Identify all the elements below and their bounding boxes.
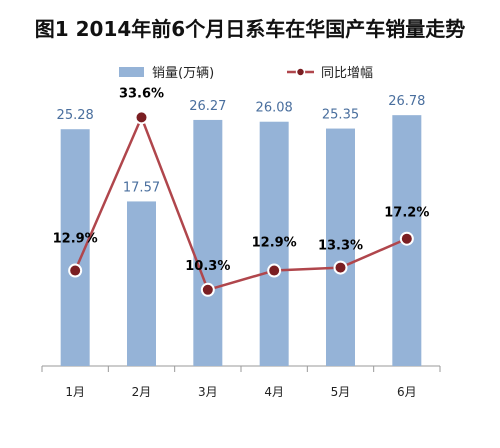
- line-value-label: 13.3%: [318, 239, 363, 254]
- x-tick-label: 5月: [331, 385, 351, 399]
- line-point: [267, 263, 282, 278]
- chart-title: 图1 2014年前6个月日系车在华国产车销量走势: [35, 17, 465, 41]
- line-value-label: 10.3%: [185, 259, 230, 274]
- legend-bar-label: 销量(万辆): [152, 66, 214, 81]
- bar-series: [60, 115, 422, 366]
- bar: [193, 119, 223, 366]
- bar-value-label: 26.27: [189, 99, 226, 114]
- legend-line-marker: [295, 67, 306, 77]
- bar-value-label: 25.28: [57, 108, 94, 123]
- x-tick-label: 1月: [65, 385, 85, 399]
- bar-value-label: 26.78: [388, 94, 425, 109]
- line-point: [68, 263, 83, 278]
- line-point: [200, 282, 215, 297]
- growth-line: [74, 116, 408, 292]
- bar-value-label: 26.08: [256, 101, 293, 116]
- line-point: [134, 110, 149, 125]
- legend-line-label: 同比增幅: [321, 66, 373, 81]
- x-tick-label: 4月: [264, 385, 284, 399]
- line-value-label: 17.2%: [384, 206, 429, 221]
- chart-legend: 销量(万辆) 同比增幅: [119, 66, 373, 81]
- x-tick-label: 3月: [198, 385, 218, 399]
- bar: [259, 121, 289, 366]
- bar: [127, 201, 156, 366]
- x-tick-label: 2月: [132, 385, 152, 399]
- bar-value-labels: 25.28 17.57 26.27 26.08 25.35 26.78: [57, 94, 426, 195]
- x-axis-categories: 1月 2月 3月 4月 5月 6月: [65, 385, 416, 399]
- bar-value-label: 25.35: [322, 108, 359, 123]
- bar: [326, 128, 355, 366]
- x-tick-label: 6月: [397, 385, 417, 399]
- line-value-label: 12.9%: [252, 236, 297, 251]
- line-point: [333, 260, 348, 275]
- bar-value-label: 17.57: [123, 180, 160, 195]
- x-axis-ticks: [41, 366, 441, 372]
- line-value-label: 33.6%: [119, 86, 164, 101]
- legend-bar-swatch: [119, 67, 144, 77]
- line-value-labels: 12.9% 33.6% 10.3% 12.9% 13.3% 17.2%: [53, 86, 430, 273]
- line-value-label: 12.9%: [53, 232, 98, 247]
- line-point: [399, 231, 414, 246]
- line-series: [68, 110, 414, 297]
